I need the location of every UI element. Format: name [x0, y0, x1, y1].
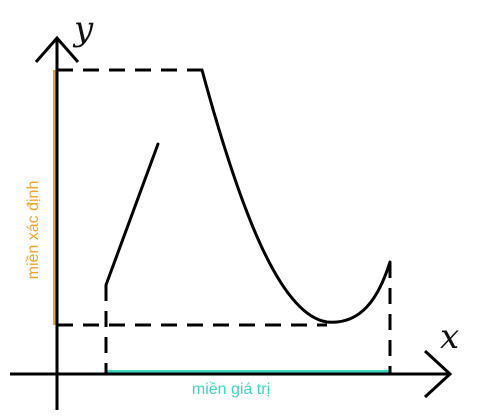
x-axis-arrowhead [423, 349, 453, 399]
y-axis-arrowhead [34, 35, 80, 63]
vertical-band-label: miền xác định [25, 181, 42, 280]
horizontal-band-label: miền giá trị [192, 381, 270, 398]
x-axis-label: x [440, 317, 459, 357]
curve-right-segment [200, 68, 392, 324]
y-axis-label: y [72, 9, 94, 49]
curve-left-segment [104, 142, 160, 287]
